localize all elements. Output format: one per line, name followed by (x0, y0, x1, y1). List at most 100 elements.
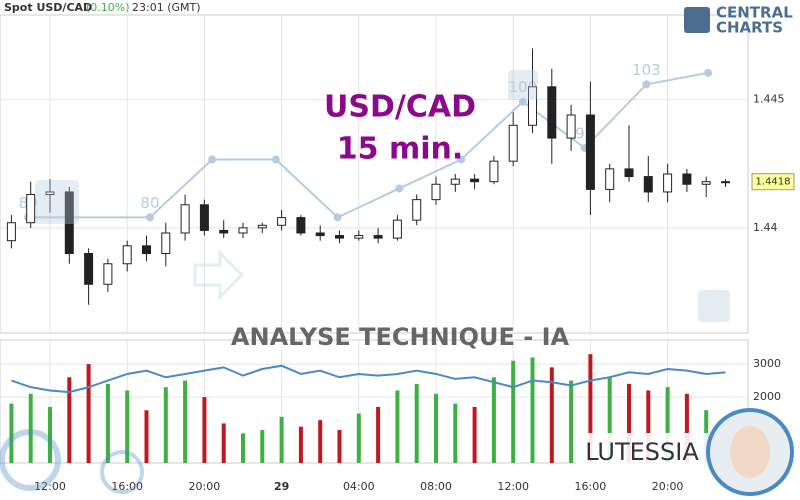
volume-bar (9, 403, 14, 463)
brand: CENTRAL (716, 4, 793, 22)
arrow-icon (100, 450, 144, 494)
volume-bar (279, 416, 284, 463)
candle-body (315, 232, 325, 237)
sentiment-label: 80 (140, 194, 159, 212)
volume-bar (356, 413, 361, 463)
volume-bar (607, 377, 612, 463)
volume-bar (144, 410, 149, 463)
volume-bar (453, 403, 458, 463)
volume-bar (491, 377, 496, 463)
y-tick-label: 1.445 (753, 93, 785, 106)
volume-bar (414, 383, 419, 463)
y-tick-label: 3000 (753, 357, 781, 370)
volume-bar (472, 406, 477, 463)
candle-body (489, 160, 499, 183)
volume-bar (549, 367, 554, 463)
sentiment-point (642, 80, 651, 89)
sentiment-label: 103 (632, 61, 661, 79)
candle-body (470, 178, 480, 183)
candle-body (122, 245, 132, 265)
candle-body (6, 222, 16, 242)
volume-bar (163, 387, 168, 463)
volume-bar (627, 383, 631, 463)
volume-bar (511, 360, 516, 463)
volume-bar (241, 433, 245, 463)
candle-body (721, 181, 730, 184)
candle-body (238, 227, 248, 234)
sentiment-point (145, 213, 154, 222)
candle-body (199, 204, 209, 231)
candle-body (412, 199, 422, 221)
arrow-icon (193, 249, 245, 301)
candle-body (354, 235, 364, 239)
candle-body (161, 232, 171, 254)
avatar-face (730, 426, 770, 478)
candle-body (605, 168, 615, 190)
candle-body (45, 191, 55, 196)
x-tick-label: 12:00 (34, 480, 66, 493)
volume-bar (684, 393, 689, 463)
last-price: 1.4418 (756, 177, 791, 188)
x-tick-label: 08:00 (420, 480, 452, 493)
volume-bar (125, 390, 130, 463)
candle-body (257, 224, 267, 229)
volume-bar (183, 380, 188, 463)
candle-body (296, 217, 306, 234)
volume-bar (318, 420, 323, 463)
sentiment-point (518, 97, 527, 106)
candle-body (64, 191, 74, 254)
candle-body (450, 178, 460, 185)
candle-body (566, 114, 576, 139)
y-tick-label: 1.44 (753, 221, 778, 234)
sentiment-point (333, 213, 342, 222)
volume-bar (202, 397, 207, 463)
candle-body (663, 173, 673, 193)
candle-body (624, 168, 634, 178)
volume-bar (48, 406, 52, 463)
volume-bar (298, 426, 303, 463)
candle-body (585, 114, 595, 190)
x-tick-label: 04:00 (343, 480, 375, 493)
volume-bar (395, 390, 400, 463)
candle-body (180, 204, 190, 234)
x-tick-label: 16:00 (575, 480, 607, 493)
last-price-box (751, 173, 795, 191)
brand: CHARTS (716, 19, 783, 37)
volume-bar (337, 430, 342, 463)
volume-bar (530, 357, 535, 463)
volume-bar (569, 380, 574, 463)
sentiment-point (457, 155, 466, 164)
sentiment-point (271, 155, 280, 164)
candle-body (431, 183, 441, 201)
candle-body (373, 235, 383, 239)
candle-body (277, 217, 287, 226)
candle-body (701, 181, 711, 185)
volume-bar (665, 387, 670, 463)
x-tick-label: 16:00 (111, 480, 143, 493)
gauge-icon (508, 70, 538, 100)
sentiment-point (208, 155, 217, 164)
sentiment-point (704, 68, 713, 77)
candle-body (682, 173, 692, 185)
chart-icon (698, 290, 730, 322)
cal-icon (35, 180, 79, 224)
volume-bar (434, 393, 438, 463)
overlay-title: USD/CAD (324, 90, 476, 125)
volume-bar (646, 390, 651, 463)
candle-body (335, 235, 344, 239)
candle-body (103, 263, 113, 285)
banner: ANALYSE TECHNIQUE - IA (231, 323, 570, 351)
candle-body (392, 219, 402, 239)
volume-line (11, 364, 726, 394)
x-tick-label: 20:00 (189, 480, 221, 493)
candle-body (26, 194, 36, 224)
arrow-icon (0, 429, 61, 491)
brand-logo (684, 7, 710, 33)
volume-bar (588, 354, 593, 463)
volume-bar (67, 377, 72, 463)
x-tick-label: 12:00 (497, 480, 529, 493)
volume-bar (105, 383, 110, 463)
volume-bar (28, 393, 33, 463)
change: (0.10%) (86, 1, 130, 14)
signature-box (576, 433, 708, 471)
